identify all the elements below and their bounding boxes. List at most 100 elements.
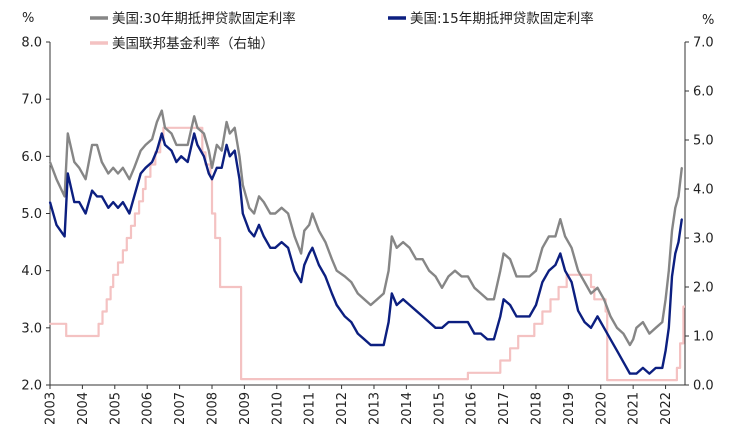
series-0-point [170, 132, 173, 135]
series-2-point [676, 367, 678, 369]
x-tick-label: 2014 [400, 392, 415, 425]
series-2-point [65, 335, 68, 337]
series-1-point [175, 161, 178, 163]
series-1-point [635, 372, 638, 375]
series-0-point [151, 138, 154, 141]
legend: 美国:30年期抵押贷款固定利率 美国:15年期抵押贷款固定利率美国联邦基金利率（右… [90, 10, 594, 52]
series-2-point [557, 286, 560, 288]
right-unit-label: % [702, 13, 714, 28]
series-1-point [139, 172, 142, 175]
x-tick-label: 2003 [44, 392, 59, 425]
series-line-0 [48, 109, 683, 347]
series-1-point [170, 149, 173, 152]
x-tick-label: 2011 [303, 392, 318, 425]
series-1-point [680, 218, 683, 221]
x-tick-label: 2005 [108, 392, 123, 425]
series-0-point [248, 206, 251, 209]
series-0-point [493, 298, 495, 301]
series-0-point [667, 269, 670, 272]
series-0-point [175, 144, 178, 146]
right-tick-label: 7.0 [693, 36, 714, 51]
series-1-point [66, 172, 69, 175]
series-0-point [144, 144, 147, 146]
series-1-point [473, 332, 476, 335]
series-1-point [671, 275, 673, 278]
series-0-point [128, 178, 131, 181]
series-0-point [100, 161, 103, 163]
series-0-point [49, 161, 51, 163]
x-tick-label: 2004 [76, 392, 91, 425]
series-1-point [603, 326, 605, 329]
series-1-point [241, 212, 244, 215]
series-2-point [138, 200, 141, 203]
series-1-point [564, 269, 566, 272]
series-0-point [632, 338, 635, 341]
series-0-point [139, 149, 142, 152]
series-2-point [94, 335, 97, 337]
series-1-point [622, 361, 625, 363]
series-0-point [91, 144, 93, 146]
series-0-point [287, 212, 289, 215]
series-2-point [240, 378, 243, 380]
series-0-point [467, 275, 469, 278]
series-2-point [606, 379, 609, 381]
x-tick-label: 2019 [562, 392, 577, 425]
series-0-point [117, 172, 119, 175]
legend-label-2: 美国联邦基金利率（右轴） [112, 35, 274, 52]
series-0-point [112, 166, 115, 169]
series-0-point [258, 195, 260, 198]
series-0-point [78, 166, 81, 169]
x-tick-label: 2022 [659, 392, 674, 425]
series-2-point [679, 342, 681, 345]
series-0-point [293, 235, 296, 238]
series-1-point [274, 246, 277, 249]
series-1-point [415, 309, 417, 312]
left-tick-label: 2.0 [21, 379, 42, 394]
series-1-point [632, 372, 635, 375]
series-1-point [596, 315, 599, 318]
series-0-point [629, 344, 631, 346]
series-1-point [493, 338, 495, 341]
series-1-point [664, 349, 667, 352]
series-0-point [331, 258, 333, 261]
x-tick-label: 2016 [465, 392, 480, 425]
series-1-point [287, 246, 289, 249]
series-1-point [590, 326, 592, 329]
series-0-point [648, 332, 651, 335]
series-0-point [180, 144, 183, 146]
series-2-point [219, 286, 222, 288]
series-0-point [186, 144, 189, 146]
series-1-point [522, 315, 524, 318]
series-1-point [441, 326, 443, 329]
series-2-point [125, 237, 128, 239]
series-0-point [211, 166, 213, 169]
x-tick-label: 2010 [270, 392, 285, 425]
series-1-point [122, 201, 124, 204]
series-0-point [583, 281, 586, 283]
series-2-point [533, 322, 536, 325]
series-2-point [117, 261, 119, 264]
series-0-point [677, 195, 680, 198]
series-0-point [376, 298, 379, 301]
x-tick-label: 2012 [335, 392, 350, 425]
x-tick-label: 2007 [173, 392, 188, 425]
series-1-point [616, 349, 618, 352]
series-2-point [97, 322, 100, 325]
series-1-point [253, 235, 256, 238]
series-1-point [642, 367, 644, 369]
series-0-point [577, 269, 579, 272]
series-0-point [350, 281, 353, 283]
right-tick-label: 5.0 [693, 134, 714, 149]
series-1-point [467, 321, 469, 323]
right-tick-label: 6.0 [693, 85, 714, 100]
series-1-point [91, 189, 93, 192]
series-0-point [55, 178, 58, 181]
series-0-point [73, 161, 76, 163]
series-1-point [528, 315, 531, 318]
series-1-point [609, 338, 612, 341]
series-1-point [293, 269, 296, 272]
x-tick-label: 2021 [627, 392, 642, 425]
series-1-point [499, 315, 502, 318]
